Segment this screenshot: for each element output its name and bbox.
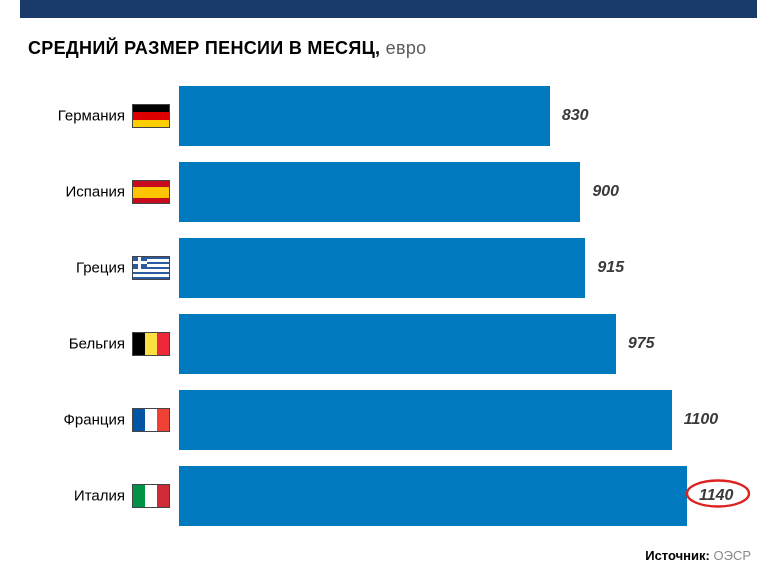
bar-value: 1100	[684, 411, 718, 429]
bar-track: 900	[179, 154, 687, 230]
chart-area: Германия 830 Испания 900 Греция 915 Бельгия 975…	[0, 78, 757, 533]
chart-frame: СРЕДНИЙ РАЗМЕР ПЕНСИИ В МЕСЯЦ, евро Герм…	[0, 0, 769, 573]
bar	[179, 162, 580, 222]
bar	[179, 466, 687, 526]
title-main: СРЕДНИЙ РАЗМЕР ПЕНСИИ В МЕСЯЦ,	[28, 38, 380, 58]
source-label: Источник:	[645, 548, 710, 563]
source-value: ОЭСР	[713, 548, 751, 563]
chart-row: Бельгия 975	[0, 306, 757, 382]
highlight-circle-icon	[683, 477, 753, 516]
country-label: Франция	[0, 412, 125, 429]
bar	[179, 314, 616, 374]
country-label: Испания	[0, 184, 125, 201]
country-label: Бельгия	[0, 336, 125, 353]
bar	[179, 86, 550, 146]
country-label: Греция	[0, 260, 125, 277]
bar-value: 900	[592, 183, 619, 201]
flag-icon	[132, 256, 170, 280]
bar-track: 1140	[179, 458, 687, 534]
title-unit: евро	[386, 38, 427, 58]
bar-value: 975	[628, 335, 655, 353]
bar	[179, 390, 672, 450]
source-line: Источник: ОЭСР	[645, 548, 751, 563]
chart-row: Германия 830	[0, 78, 757, 154]
chart-row: Франция 1100	[0, 382, 757, 458]
chart-row: Испания 900	[0, 154, 757, 230]
bar-track: 975	[179, 306, 687, 382]
flag-icon	[132, 408, 170, 432]
bar-track: 1100	[179, 382, 687, 458]
country-label: Италия	[0, 488, 125, 505]
bar	[179, 238, 585, 298]
header-bar	[20, 0, 757, 18]
country-label: Германия	[0, 108, 125, 125]
chart-title: СРЕДНИЙ РАЗМЕР ПЕНСИИ В МЕСЯЦ, евро	[28, 38, 426, 59]
flag-icon	[132, 180, 170, 204]
flag-icon	[132, 332, 170, 356]
bar-track: 830	[179, 78, 687, 154]
bar-value: 915	[597, 259, 624, 277]
chart-row: Греция 915	[0, 230, 757, 306]
flag-icon	[132, 104, 170, 128]
bar-track: 915	[179, 230, 687, 306]
chart-row: Италия 1140	[0, 458, 757, 534]
bar-value: 830	[562, 107, 589, 125]
flag-icon	[132, 484, 170, 508]
